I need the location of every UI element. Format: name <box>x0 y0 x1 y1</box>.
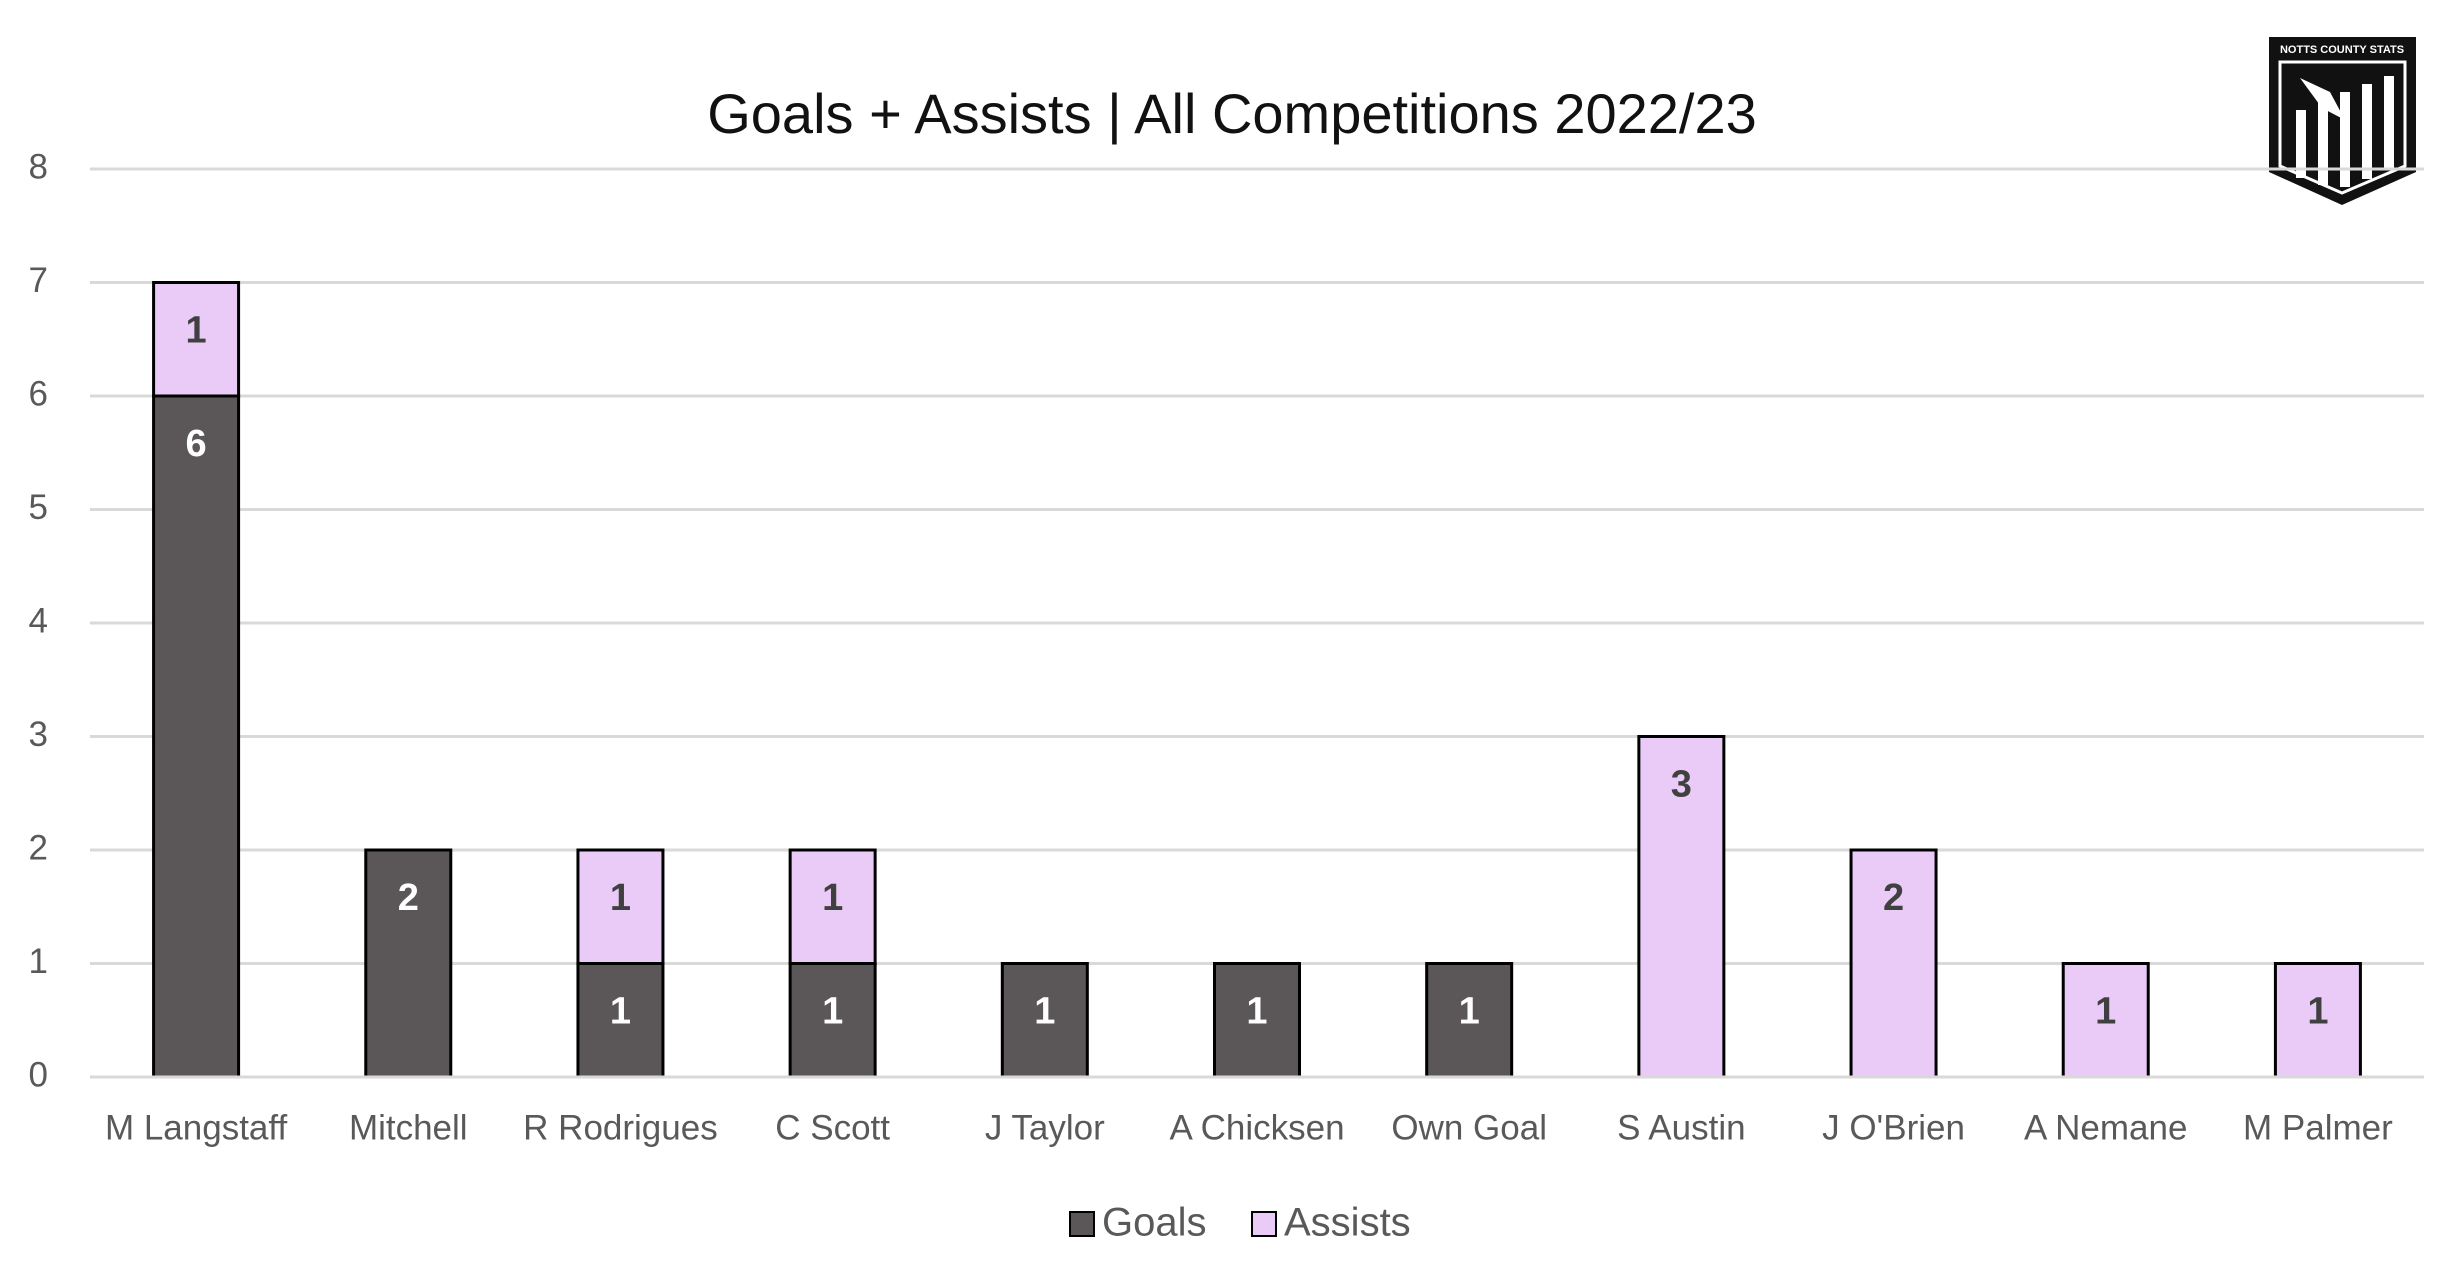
x-tick-label: Mitchell <box>349 1108 468 1147</box>
x-tick-label: A Chicksen <box>1169 1108 1344 1147</box>
data-label: 1 <box>610 991 631 1033</box>
bar-segment <box>2273 962 2362 1079</box>
x-tick-label: R Rodrigues <box>523 1108 718 1147</box>
legend-swatch <box>1251 1211 1277 1237</box>
y-tick-label: 0 <box>29 1055 48 1094</box>
bar-segment <box>788 962 877 1079</box>
data-label: 2 <box>1883 877 1904 919</box>
x-tick-label: Own Goal <box>1391 1108 1547 1147</box>
logo-stripe <box>2362 84 2372 179</box>
y-tick-label: 7 <box>29 261 48 300</box>
legend-swatch <box>1069 1211 1095 1237</box>
data-label: 1 <box>186 310 207 352</box>
data-label: 1 <box>2095 991 2116 1033</box>
logo-stripe <box>2296 110 2306 178</box>
x-tick-label: S Austin <box>1617 1108 1745 1147</box>
y-tick-label: 8 <box>29 147 48 186</box>
bar-segment <box>152 281 241 398</box>
legend-label: Goals <box>1102 1201 1207 1245</box>
bar-segment <box>576 848 665 965</box>
bar-segment <box>788 848 877 965</box>
bar-segment <box>1849 848 1938 1079</box>
y-tick-label: 3 <box>29 715 48 754</box>
data-label: 6 <box>186 423 207 465</box>
chart-title: Goals + Assists | All Competitions 2022/… <box>707 82 1757 145</box>
bar-segment <box>152 394 241 1079</box>
legend-label: Assists <box>1284 1201 1411 1245</box>
logo-stripe <box>2384 76 2394 168</box>
data-label: 1 <box>1034 991 1055 1033</box>
logo-stripe <box>2340 92 2350 187</box>
logo: NOTTS COUNTY STATS <box>2269 37 2416 205</box>
logo-text: NOTTS COUNTY STATS <box>2280 44 2404 56</box>
bar-segment <box>1213 962 1301 1079</box>
x-tick-label: M Palmer <box>2243 1108 2393 1147</box>
data-label: 1 <box>822 991 843 1033</box>
bar-segment <box>1637 735 1726 1079</box>
y-tick-label: 5 <box>29 488 48 527</box>
bar-segment <box>576 962 665 1079</box>
x-tick-label: M Langstaff <box>105 1108 288 1147</box>
data-label: 3 <box>1671 764 1692 806</box>
x-tick-label: C Scott <box>775 1108 890 1147</box>
data-label: 1 <box>1246 991 1267 1033</box>
data-label: 1 <box>1459 991 1480 1033</box>
bar-segment <box>2061 962 2150 1079</box>
x-tick-label: J O'Brien <box>1822 1108 1965 1147</box>
x-tick-label: A Nemane <box>2024 1108 2187 1147</box>
data-label: 2 <box>398 877 419 919</box>
y-tick-label: 1 <box>29 942 48 981</box>
x-tick-label: J Taylor <box>985 1108 1105 1147</box>
data-label: 1 <box>822 877 843 919</box>
data-label: 1 <box>610 877 631 919</box>
logo-bird <box>2300 78 2345 120</box>
y-tick-label: 2 <box>29 828 48 867</box>
y-tick-label: 6 <box>29 374 48 413</box>
data-label: 1 <box>2307 991 2328 1033</box>
logo-stripe <box>2318 100 2328 185</box>
y-tick-label: 4 <box>29 601 48 640</box>
